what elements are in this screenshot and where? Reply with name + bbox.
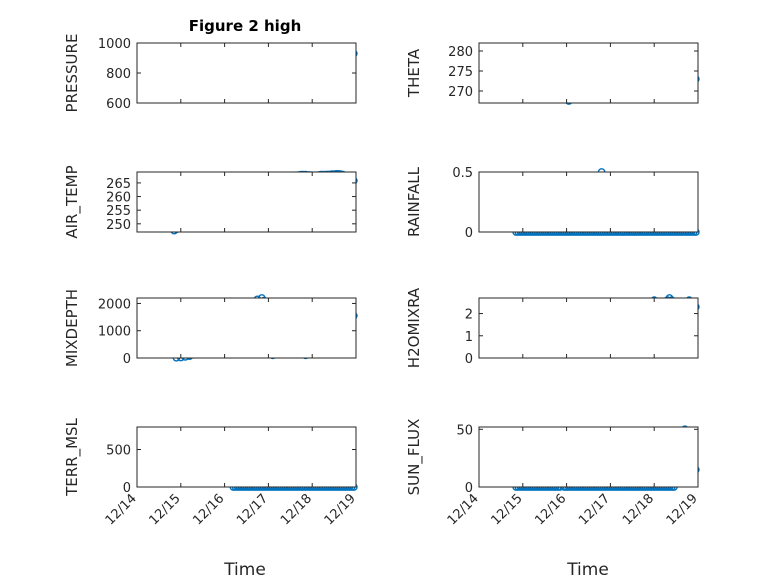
y-tick-label: 255	[106, 204, 131, 219]
y-tick-label: 1000	[98, 37, 131, 52]
subplot-0: 600 800 1000 PRESSURE	[63, 34, 358, 113]
x-tick-label: 12/16	[532, 491, 569, 528]
x-tick-label: 12/18	[278, 491, 315, 528]
y-tick-label: 0	[465, 352, 473, 367]
subplot-7: 0 50 12/14 12/15 12/16 12/17 12/18 12/19 SUN_FLU…	[405, 419, 701, 529]
y-axis-label: RAINFALL	[405, 166, 423, 237]
y-axis-label: TERR_MSL	[63, 417, 82, 496]
y-tick-label: 0	[465, 481, 473, 496]
x-axis-label-right: Time	[566, 560, 609, 580]
axes-frame	[136, 42, 357, 104]
subplot-3: 0 0.5 RAINFALL	[405, 166, 700, 241]
x-tick-label: 12/15	[147, 491, 184, 528]
y-tick-label: 275	[448, 65, 473, 80]
y-tick-label: 600	[106, 97, 131, 112]
y-tick-label: 0	[123, 481, 131, 496]
x-axis-label-left: Time	[223, 560, 266, 580]
y-tick-label: 2	[465, 308, 473, 323]
y-axis-label: PRESSURE	[63, 34, 81, 113]
y-tick-label: 2000	[98, 297, 131, 312]
axes-frame	[136, 171, 357, 233]
y-tick-label: 260	[106, 191, 131, 206]
subplot-4: 0 1000 2000 MIXDEPTH	[63, 289, 358, 367]
x-tick-label: 12/19	[664, 491, 701, 528]
y-tick-label: 250	[106, 218, 131, 233]
axes-frame	[478, 42, 699, 104]
x-tick-label: 12/15	[489, 491, 526, 528]
subplot-6: 0 500 12/14 12/15 12/16 12/17 12/18 12/19 TERR_M…	[63, 417, 359, 528]
y-tick-label: 265	[106, 177, 131, 192]
y-tick-label: 0.5	[452, 166, 473, 181]
y-tick-label: 500	[106, 444, 131, 459]
x-tick-label: 12/16	[190, 491, 227, 528]
figure-title: Figure 2 high	[189, 17, 302, 35]
y-axis-label: H2OMIXRA	[405, 287, 423, 368]
y-tick-label: 50	[456, 423, 473, 438]
x-tick-label: 12/17	[234, 491, 271, 528]
x-tick-label: 12/18	[620, 491, 657, 528]
y-tick-label: 1000	[98, 325, 131, 340]
x-tick-label: 12/14	[445, 491, 482, 528]
y-axis-label: SUN_FLUX	[405, 419, 424, 496]
axes-frame	[478, 297, 699, 359]
axes-frame	[478, 171, 699, 233]
y-tick-label: 280	[448, 45, 473, 60]
y-tick-label: 800	[106, 67, 131, 82]
axes-frame	[478, 426, 699, 488]
y-axis-label: AIR_TEMP	[63, 165, 82, 238]
y-tick-label: 270	[448, 85, 473, 100]
axes-frame	[136, 297, 357, 359]
subplot-1: 270 275 280 THETA	[405, 42, 700, 105]
x-tick-label: 12/14	[103, 491, 140, 528]
y-tick-label: 0	[123, 352, 131, 367]
axes-frame	[136, 426, 357, 488]
y-tick-label: 1	[465, 330, 473, 345]
subplot-5: 0 1 2 H2OMIXRA	[405, 287, 700, 368]
y-tick-label: 0	[465, 226, 473, 241]
y-axis-label: THETA	[405, 48, 423, 98]
y-axis-label: MIXDEPTH	[63, 289, 81, 367]
x-tick-label: 12/19	[322, 491, 359, 528]
x-tick-label: 12/17	[576, 491, 613, 528]
